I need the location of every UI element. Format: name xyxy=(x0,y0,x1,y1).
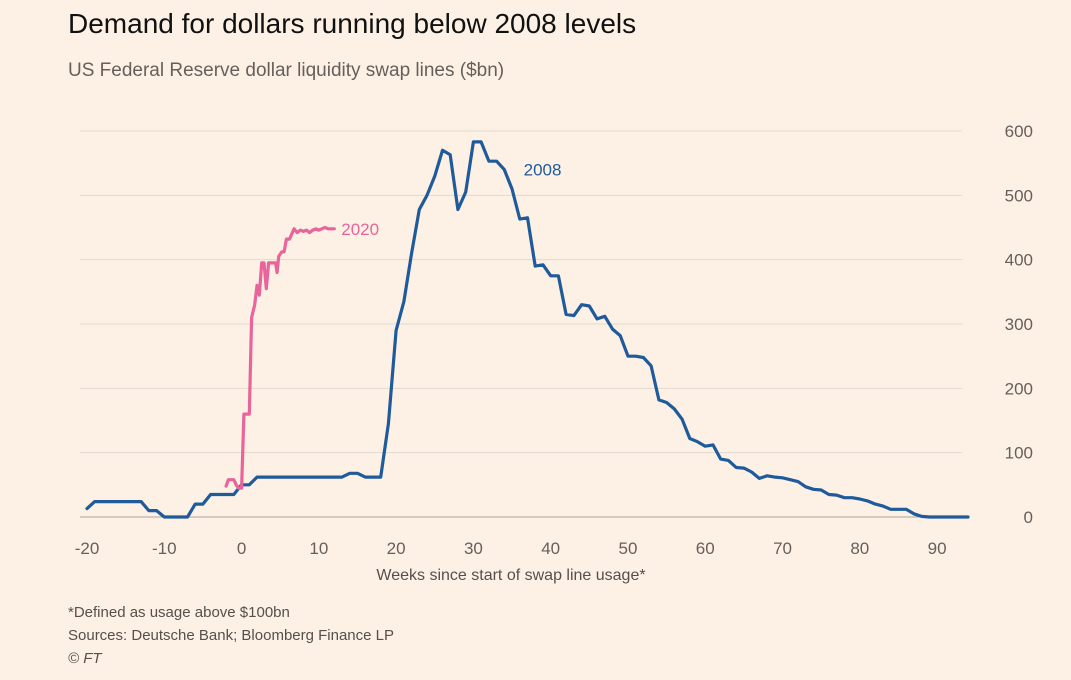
x-tick-label: 40 xyxy=(541,539,560,558)
series-line-2020 xyxy=(224,225,336,490)
x-axis-ticks: -20 -10 0 10 20 30 40 50 60 70 80 90 xyxy=(75,539,947,558)
footnote-sources: Sources: Deutsche Bank; Bloomberg Financ… xyxy=(68,627,395,644)
series-labels: 2008 2020 xyxy=(341,161,561,239)
y-tick-label: 600 xyxy=(1005,122,1033,141)
chart-title: Demand for dollars running below 2008 le… xyxy=(68,8,637,39)
series-lines xyxy=(85,140,970,519)
series-label-2020: 2020 xyxy=(341,220,379,239)
chart-subtitle: US Federal Reserve dollar liquidity swap… xyxy=(68,60,505,81)
x-tick-label: 80 xyxy=(850,539,869,558)
y-tick-label: 0 xyxy=(1024,508,1033,527)
y-tick-label: 400 xyxy=(1005,251,1033,270)
footnote-copyright: © FT xyxy=(68,650,102,667)
y-axis-ticks: 0 100 200 300 400 500 600 xyxy=(1005,122,1033,527)
x-tick-label: 70 xyxy=(773,539,792,558)
x-tick-label: 20 xyxy=(387,539,406,558)
y-tick-label: 100 xyxy=(1005,444,1033,463)
x-tick-label: 90 xyxy=(928,539,947,558)
x-tick-label: 60 xyxy=(696,539,715,558)
y-tick-label: 500 xyxy=(1005,186,1033,205)
x-tick-label: 50 xyxy=(619,539,638,558)
x-tick-label: 30 xyxy=(464,539,483,558)
x-axis-label: Weeks since start of swap line usage* xyxy=(376,567,645,584)
series-label-2008: 2008 xyxy=(524,161,562,180)
x-tick-label: -10 xyxy=(152,539,177,558)
series-line-2008 xyxy=(85,140,970,519)
grid-lines xyxy=(80,130,962,518)
x-tick-label: 0 xyxy=(237,539,246,558)
y-tick-label: 200 xyxy=(1005,379,1033,398)
footnote-definition: *Defined as usage above $100bn xyxy=(68,604,290,621)
x-tick-label: 10 xyxy=(309,539,328,558)
y-tick-label: 300 xyxy=(1005,315,1033,334)
x-tick-label: -20 xyxy=(75,539,100,558)
